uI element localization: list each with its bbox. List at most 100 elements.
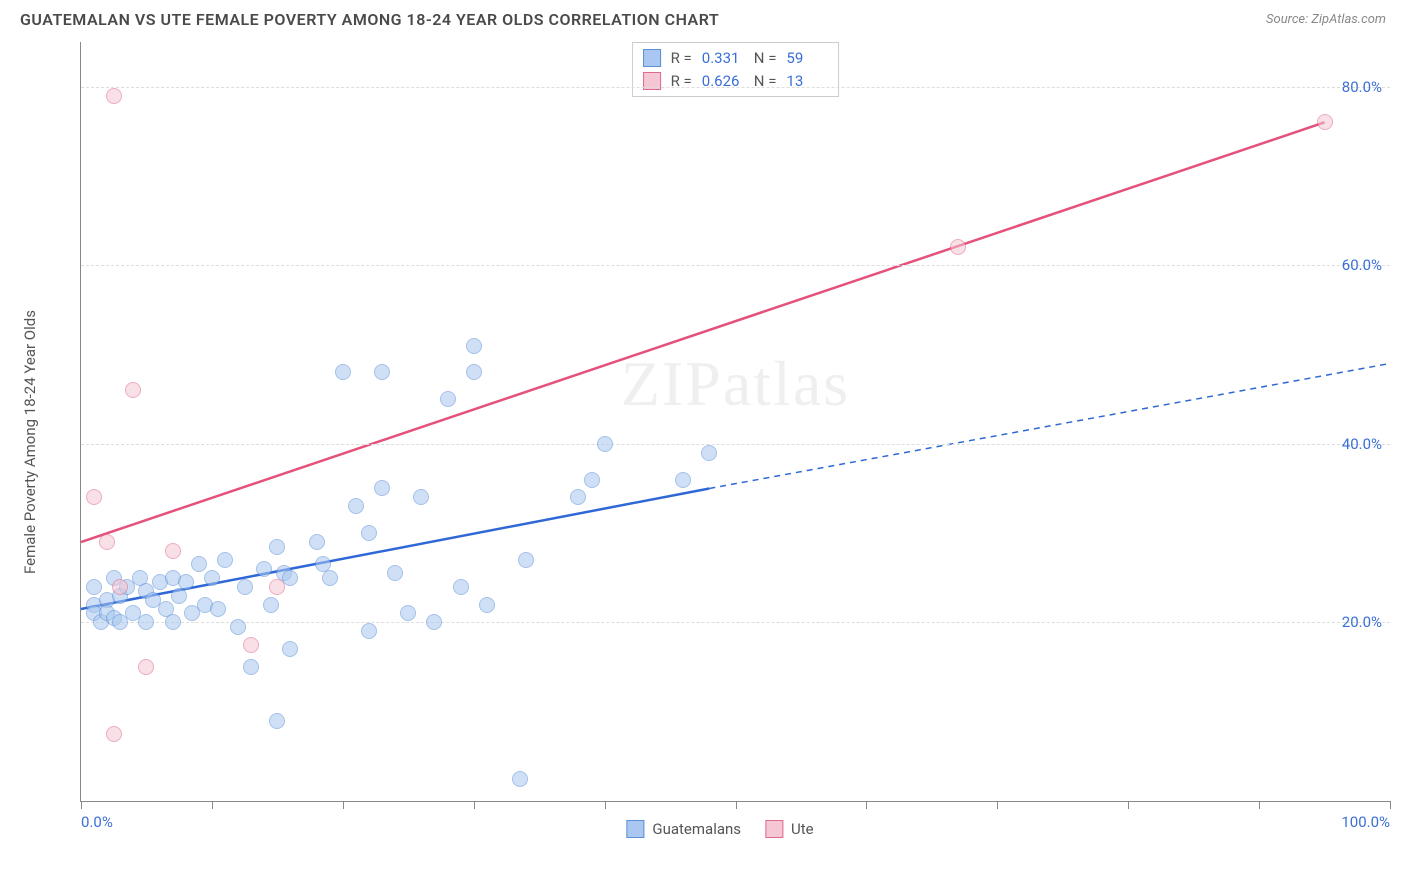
data-point-guatemalans — [86, 579, 102, 595]
legend-label: Guatemalans — [652, 820, 741, 838]
stat-r-label: R = — [671, 70, 692, 93]
data-point-ute — [86, 489, 102, 505]
data-point-guatemalans — [191, 556, 207, 572]
x-tick — [81, 801, 82, 809]
stat-n-label: N = — [754, 47, 777, 70]
data-point-guatemalans — [204, 570, 220, 586]
data-point-guatemalans — [466, 364, 482, 380]
y-tick-label: 40.0% — [1342, 435, 1382, 453]
data-point-ute — [165, 543, 181, 559]
data-point-guatemalans — [269, 713, 285, 729]
stat-n-value: 13 — [786, 70, 828, 93]
stats-legend-row: R = 0.626 N = 13 — [643, 70, 829, 93]
data-point-ute — [269, 579, 285, 595]
data-point-guatemalans — [243, 659, 259, 675]
data-point-guatemalans — [518, 552, 534, 568]
trend-line-ute — [81, 122, 1325, 542]
data-point-guatemalans — [597, 436, 613, 452]
data-point-guatemalans — [210, 601, 226, 617]
plot-area: ZIPatlas R =0.331N =59R =0.626N =13 20.0… — [80, 42, 1390, 802]
legend-swatch — [643, 49, 661, 67]
x-tick — [1259, 801, 1260, 809]
data-point-ute — [138, 659, 154, 675]
data-point-guatemalans — [453, 579, 469, 595]
gridline — [81, 87, 1390, 88]
data-point-ute — [99, 534, 115, 550]
data-point-guatemalans — [440, 391, 456, 407]
data-point-guatemalans — [512, 771, 528, 787]
series-legend: Guatemalans Ute — [626, 820, 813, 838]
gridline — [81, 622, 1390, 623]
chart-header: GUATEMALAN VS UTE FEMALE POVERTY AMONG 1… — [0, 0, 1406, 37]
data-point-ute — [125, 382, 141, 398]
data-point-guatemalans — [374, 364, 390, 380]
data-point-guatemalans — [237, 579, 253, 595]
data-point-ute — [1317, 114, 1333, 130]
chart-container: Female Poverty Among 18-24 Year Olds ZIP… — [50, 42, 1390, 842]
legend-swatch — [626, 820, 644, 838]
trend-lines-layer — [81, 42, 1390, 801]
data-point-guatemalans — [230, 619, 246, 635]
trend-line-ext-guatemalans — [709, 363, 1390, 488]
data-point-guatemalans — [322, 570, 338, 586]
data-point-guatemalans — [361, 525, 377, 541]
data-point-guatemalans — [178, 574, 194, 590]
x-tick — [605, 801, 606, 809]
data-point-guatemalans — [387, 565, 403, 581]
data-point-guatemalans — [361, 623, 377, 639]
stat-r-value: 0.626 — [702, 70, 744, 93]
x-tick — [1390, 801, 1391, 809]
data-point-guatemalans — [282, 641, 298, 657]
x-tick — [212, 801, 213, 809]
data-point-ute — [243, 637, 259, 653]
stats-legend-row: R = 0.331 N = 59 — [643, 47, 829, 70]
data-point-ute — [112, 579, 128, 595]
data-point-guatemalans — [374, 480, 390, 496]
legend-item: Guatemalans — [626, 820, 741, 838]
data-point-guatemalans — [479, 597, 495, 613]
x-tick — [997, 801, 998, 809]
data-point-ute — [106, 726, 122, 742]
data-point-guatemalans — [466, 338, 482, 354]
legend-label: Ute — [791, 820, 814, 838]
y-tick-label: 80.0% — [1342, 78, 1382, 96]
data-point-guatemalans — [256, 561, 272, 577]
x-tick-label: 100.0% — [1341, 813, 1390, 831]
data-point-guatemalans — [570, 489, 586, 505]
gridline — [81, 265, 1390, 266]
stat-n-value: 59 — [786, 47, 828, 70]
data-point-ute — [106, 88, 122, 104]
data-point-guatemalans — [413, 489, 429, 505]
data-point-guatemalans — [138, 614, 154, 630]
data-point-guatemalans — [348, 498, 364, 514]
x-tick — [736, 801, 737, 809]
x-tick — [1128, 801, 1129, 809]
stats-legend: R = 0.331 N = 59 R = 0.626 N = 13 — [632, 42, 840, 97]
stat-n-label: N = — [754, 70, 777, 93]
data-point-ute — [950, 239, 966, 255]
data-point-guatemalans — [263, 597, 279, 613]
x-tick — [474, 801, 475, 809]
data-point-guatemalans — [269, 539, 285, 555]
data-point-guatemalans — [309, 534, 325, 550]
y-tick-label: 20.0% — [1342, 613, 1382, 631]
legend-item: Ute — [765, 820, 814, 838]
data-point-guatemalans — [701, 445, 717, 461]
data-point-guatemalans — [426, 614, 442, 630]
x-tick — [866, 801, 867, 809]
stat-r-value: 0.331 — [702, 47, 744, 70]
y-tick-label: 60.0% — [1342, 256, 1382, 274]
data-point-guatemalans — [165, 614, 181, 630]
data-point-guatemalans — [335, 364, 351, 380]
chart-source: Source: ZipAtlas.com — [1266, 12, 1386, 27]
legend-swatch — [765, 820, 783, 838]
x-tick — [343, 801, 344, 809]
stat-r-label: R = — [671, 47, 692, 70]
data-point-guatemalans — [217, 552, 233, 568]
data-point-guatemalans — [675, 472, 691, 488]
y-axis-label: Female Poverty Among 18-24 Year Olds — [21, 310, 39, 574]
data-point-guatemalans — [584, 472, 600, 488]
data-point-guatemalans — [400, 605, 416, 621]
chart-title: GUATEMALAN VS UTE FEMALE POVERTY AMONG 1… — [20, 10, 719, 29]
gridline — [81, 444, 1390, 445]
